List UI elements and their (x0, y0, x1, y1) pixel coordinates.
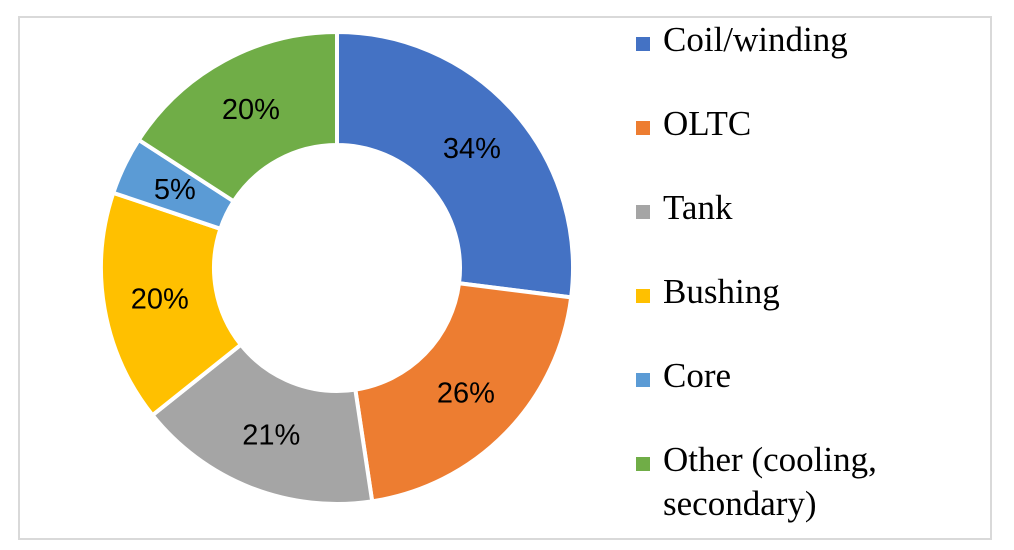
legend-item: Other (cooling, secondary) (636, 438, 983, 526)
legend-label: Bushing (663, 272, 780, 311)
legend-swatch (636, 37, 650, 51)
legend-label: Core (663, 356, 732, 395)
legend-swatch (636, 205, 650, 219)
slice-data-label: 21% (242, 420, 300, 452)
legend-swatch (636, 457, 650, 471)
legend-item: Core (636, 354, 983, 398)
legend-label: OLTC (663, 104, 752, 143)
slice-data-label: 5% (154, 174, 196, 206)
legend-item: OLTC (636, 102, 983, 146)
legend-swatch (636, 121, 650, 135)
donut-slice-4 (99, 190, 244, 418)
donut-slice-1 (335, 29, 575, 300)
slice-data-label: 26% (437, 378, 495, 410)
legend-swatch (636, 289, 650, 303)
slice-data-label: 34% (443, 133, 501, 165)
legend-label: Coil/winding (663, 20, 848, 59)
donut-slice-3 (149, 341, 375, 506)
slice-data-label: 20% (131, 283, 189, 315)
legend-item: Coil/winding (636, 18, 983, 62)
donut-slice-6 (135, 29, 339, 205)
legend-item: Bushing (636, 270, 983, 314)
legend-label: Tank (663, 188, 733, 227)
donut-slice-2 (353, 281, 574, 504)
legend-item: Tank (636, 186, 983, 230)
slice-data-label: 20% (222, 94, 280, 126)
legend-swatch (636, 373, 650, 387)
legend-label: Other (cooling, secondary) (663, 440, 877, 523)
